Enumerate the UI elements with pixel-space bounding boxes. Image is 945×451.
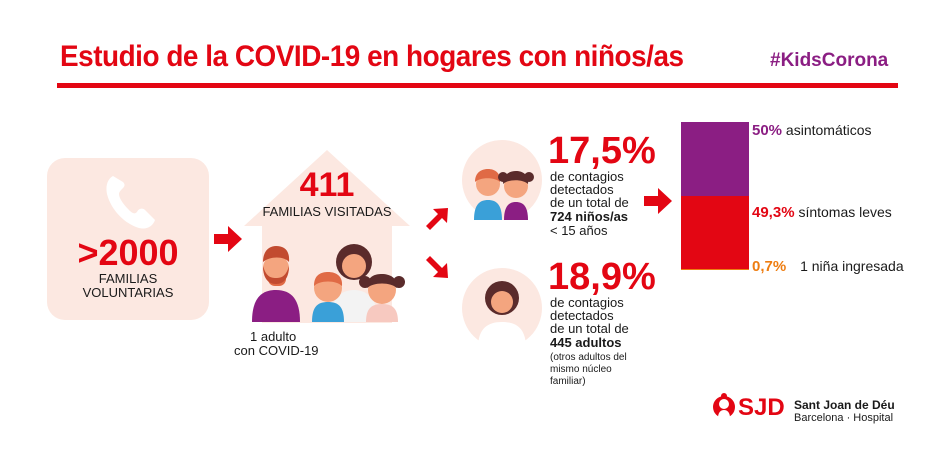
legend-ingresada: 0,7% 1 niña ingresada <box>752 258 904 275</box>
legend-asintomaticos: 50% asintomáticos <box>752 122 872 139</box>
brand-subname: Barcelona · Hospital <box>794 412 894 424</box>
legend-label: 1 niña ingresada <box>800 258 904 274</box>
adults-line-2: detectados <box>550 308 614 323</box>
visited-caption-1: 1 adulto <box>250 329 297 344</box>
adults-note-2: mismo núcleo <box>550 364 612 375</box>
volunteers-label-2: VOLUNTARIAS <box>82 285 174 300</box>
family-illustration <box>252 244 405 322</box>
legend-label: asintomáticos <box>785 122 872 138</box>
adults-note-3: familiar) <box>550 376 586 387</box>
children-line-5: < 15 años <box>550 223 608 238</box>
bar-segment-ingresada <box>681 269 749 270</box>
arrow-right-icon <box>644 188 672 214</box>
sjd-logo-icon <box>713 393 735 418</box>
arrow-up-right-icon <box>426 208 448 230</box>
legend-pct: 50% <box>752 122 783 139</box>
volunteers-label-1: FAMILIAS <box>98 271 158 286</box>
children-line-4: 724 niños/as <box>550 209 629 224</box>
title-underline <box>57 83 898 88</box>
adults-note-1: (otros adultos del <box>550 352 627 363</box>
children-line-1: de contagios <box>550 169 624 184</box>
legend-pct: 0,7% <box>752 258 787 275</box>
legend-pct: 49,3% <box>752 204 795 221</box>
brand-logo-text: SJD <box>738 394 785 421</box>
bar-segment-sintomas-leves <box>681 196 749 269</box>
children-illustration <box>462 140 542 220</box>
adult-illustration <box>462 268 542 348</box>
stacked-bar-chart <box>681 122 749 270</box>
volunteers-count: >2000 <box>77 232 179 273</box>
visited-label: FAMILIAS VISITADAS <box>262 204 392 219</box>
adults-line-1: de contagios <box>550 295 624 310</box>
adults-percent: 18,9% <box>548 256 656 298</box>
bar-segment-asintomaticos <box>681 122 749 196</box>
phone-icon <box>106 176 155 229</box>
hashtag: #KidsCorona <box>770 50 889 71</box>
adults-line-3: de un total de <box>550 321 629 336</box>
arrow-right-icon <box>214 226 242 252</box>
visited-caption-2: con COVID-19 <box>234 343 319 358</box>
brand-name: Sant Joan de Déu <box>794 398 895 412</box>
children-percent: 17,5% <box>548 130 656 172</box>
legend-label: síntomas leves <box>798 204 892 220</box>
visited-count: 411 <box>299 166 355 204</box>
children-line-3: de un total de <box>550 195 629 210</box>
adults-line-4: 445 adultos <box>550 335 622 350</box>
children-line-2: detectados <box>550 182 614 197</box>
arrow-down-right-icon <box>426 256 448 278</box>
page-title: Estudio de la COVID-19 en hogares con ni… <box>60 40 684 73</box>
legend-sintomas-leves: 49,3% síntomas leves <box>752 204 892 221</box>
volunteers-card: >2000 FAMILIAS VOLUNTARIAS <box>47 158 209 320</box>
